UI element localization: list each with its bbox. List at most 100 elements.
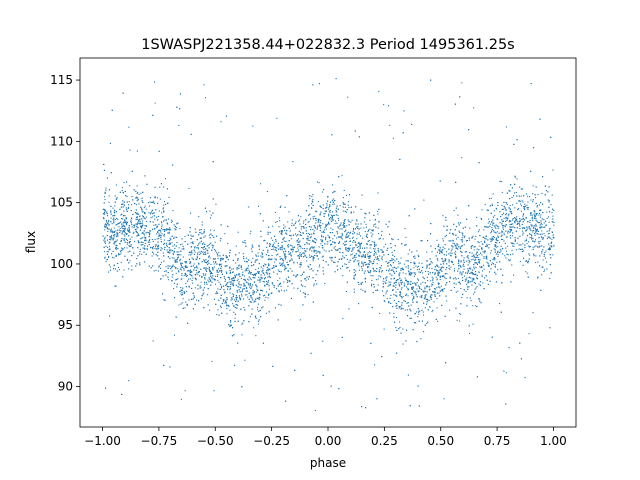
data-point: [539, 209, 541, 211]
data-point: [445, 234, 447, 236]
data-point: [536, 230, 538, 232]
data-point: [109, 238, 111, 240]
data-point: [408, 270, 410, 272]
data-point: [184, 272, 186, 274]
data-point: [250, 279, 252, 281]
data-point: [328, 222, 330, 224]
data-point: [190, 262, 192, 264]
data-point: [262, 295, 264, 297]
data-point: [212, 247, 214, 249]
data-point: [222, 254, 224, 256]
data-point: [523, 195, 525, 197]
data-point: [113, 227, 115, 229]
data-point: [262, 220, 264, 222]
data-point: [149, 238, 151, 240]
data-point: [181, 294, 183, 296]
data-point: [169, 237, 171, 239]
data-point: [348, 207, 350, 209]
data-point: [505, 224, 507, 226]
data-point: [155, 246, 157, 248]
data-point: [531, 234, 533, 236]
data-point: [129, 149, 131, 151]
data-point: [548, 233, 550, 235]
data-point: [535, 202, 537, 204]
data-point: [537, 194, 539, 196]
data-point: [227, 225, 229, 227]
data-point: [358, 269, 360, 271]
data-point: [262, 269, 264, 271]
data-point: [107, 230, 109, 232]
data-point: [264, 276, 266, 278]
data-point: [393, 312, 395, 314]
data-point: [431, 283, 433, 285]
data-point: [525, 230, 527, 232]
data-point: [369, 247, 371, 249]
data-point: [284, 257, 286, 259]
data-point: [360, 288, 362, 290]
data-point: [217, 257, 219, 259]
data-point: [345, 263, 347, 265]
data-point: [198, 243, 200, 245]
data-point: [511, 187, 513, 189]
data-point: [172, 210, 174, 212]
data-point: [502, 227, 504, 229]
data-point: [439, 250, 441, 252]
data-point: [108, 264, 110, 266]
data-point: [446, 229, 448, 231]
data-point: [230, 321, 232, 323]
data-point: [164, 201, 166, 203]
data-point: [461, 272, 463, 274]
data-point: [433, 291, 435, 293]
data-point: [259, 297, 261, 299]
data-point: [289, 280, 291, 282]
data-point: [412, 286, 414, 288]
data-point: [268, 243, 270, 245]
data-point: [114, 205, 116, 207]
data-point: [439, 287, 441, 289]
data-point: [336, 230, 338, 232]
data-point: [420, 295, 422, 297]
data-point: [321, 256, 323, 258]
data-point: [108, 195, 110, 197]
data-point: [197, 253, 199, 255]
data-point: [448, 248, 450, 250]
data-point: [280, 285, 282, 287]
data-point: [450, 255, 452, 257]
data-point: [249, 233, 251, 235]
data-point: [210, 280, 212, 282]
data-point: [186, 276, 188, 278]
data-point: [284, 267, 286, 269]
data-point: [287, 285, 289, 287]
data-point: [296, 241, 298, 243]
data-point: [140, 192, 142, 194]
data-point: [251, 299, 253, 301]
data-point: [541, 230, 543, 232]
data-point: [152, 240, 154, 242]
data-point: [287, 279, 289, 281]
data-point: [322, 236, 324, 238]
data-point: [118, 254, 120, 256]
data-point: [532, 231, 534, 233]
data-point: [255, 284, 257, 286]
data-point: [178, 124, 180, 126]
data-point: [187, 243, 189, 245]
data-point: [373, 225, 375, 227]
data-points: [102, 78, 555, 412]
data-point: [523, 250, 525, 252]
data-point: [322, 270, 324, 272]
data-point: [454, 245, 456, 247]
data-point: [302, 222, 304, 224]
data-point: [126, 195, 128, 197]
data-point: [416, 301, 418, 303]
data-point: [522, 230, 524, 232]
data-point: [343, 225, 345, 227]
data-point: [266, 291, 268, 293]
data-point: [451, 252, 453, 254]
data-point: [279, 220, 281, 222]
data-point: [340, 268, 342, 270]
data-point: [178, 304, 180, 306]
data-point: [212, 275, 214, 277]
data-point: [535, 217, 537, 219]
data-point: [153, 212, 155, 214]
data-point: [149, 230, 151, 232]
